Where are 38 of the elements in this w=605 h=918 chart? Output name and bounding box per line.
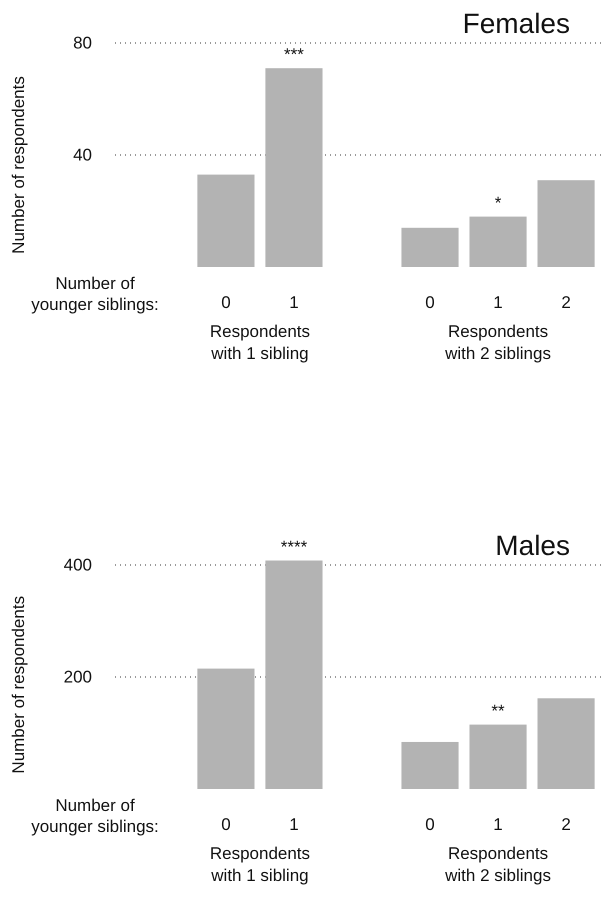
x-axis-title: Number of younger siblings:: [31, 274, 159, 314]
y-tick-label: 80: [73, 33, 92, 52]
y-axis-title: Number of respondents: [9, 596, 28, 774]
bar: [197, 668, 255, 789]
bar: [197, 174, 255, 267]
text: Respondents with 2 siblings: [444, 322, 551, 363]
x-tick-label: 0: [221, 815, 231, 834]
bar: [537, 180, 595, 267]
data-label: **: [491, 702, 506, 721]
x-tick-label: 2: [561, 293, 571, 312]
x-axis-title: Number of younger siblings:: [31, 796, 159, 836]
x-tick-label: 1: [493, 293, 503, 312]
x-tick-label: 1: [289, 815, 299, 834]
chart-title: Females: [462, 8, 570, 39]
data-label: *: [494, 194, 502, 213]
y-axis-title: Number of respondents: [9, 76, 28, 254]
y-tick-label: 200: [64, 667, 92, 686]
chart-title: Males: [495, 530, 570, 561]
x-tick-label: 1: [493, 815, 503, 834]
x-tick-label: 1: [289, 293, 299, 312]
data-label: ****: [280, 538, 308, 557]
bar: [469, 216, 527, 267]
y-tick-label: 40: [73, 145, 92, 164]
bar: [265, 68, 323, 267]
y-tick-label: 400: [64, 555, 92, 574]
text: Respondents with 1 sibling: [210, 844, 310, 885]
bar: [265, 560, 323, 789]
x-tick-label: 0: [425, 293, 435, 312]
x-tick-label: 2: [561, 815, 571, 834]
bar: [401, 228, 459, 267]
text: Respondents with 1 sibling: [210, 322, 310, 363]
bar: [469, 724, 527, 789]
data-label: ***: [284, 45, 304, 64]
text: Respondents with 2 siblings: [444, 844, 551, 885]
bar: [537, 698, 595, 789]
x-tick-label: 0: [425, 815, 435, 834]
x-tick-label: 0: [221, 293, 231, 312]
bar: [401, 742, 459, 789]
